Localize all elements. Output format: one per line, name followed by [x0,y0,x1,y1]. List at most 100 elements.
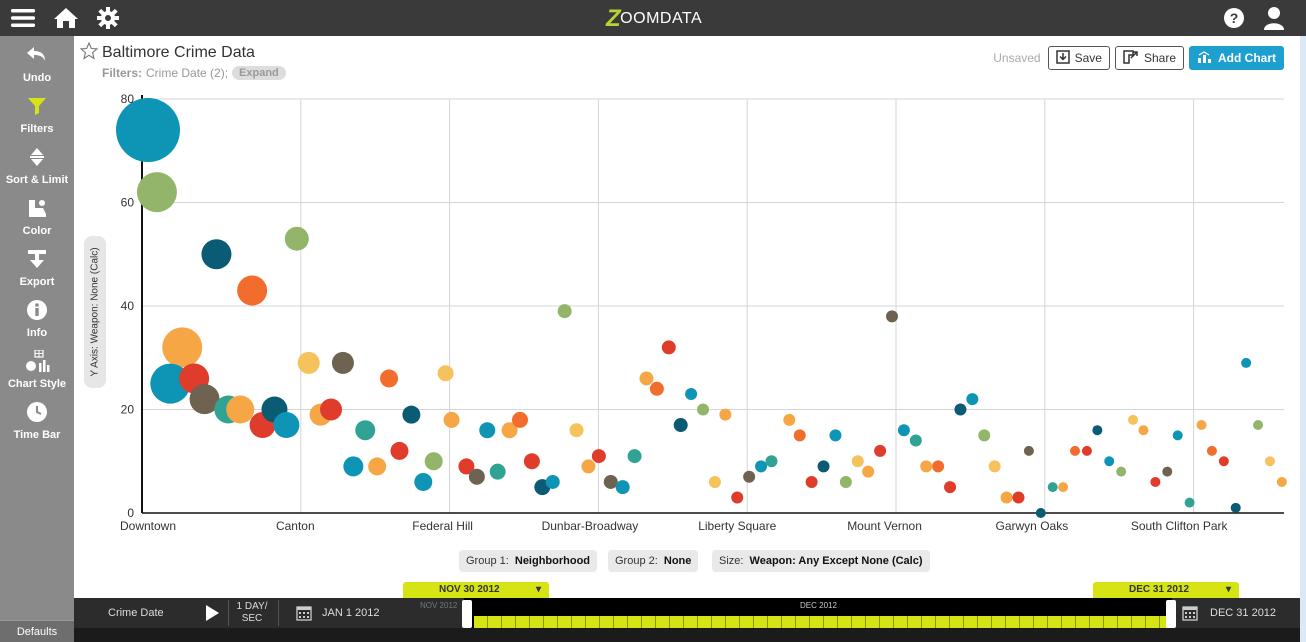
play-icon[interactable] [204,604,220,627]
data-bubble[interactable] [343,456,364,477]
expand-button[interactable]: Expand [232,66,286,80]
data-bubble[interactable] [1138,425,1149,436]
data-bubble[interactable] [489,463,506,480]
data-bubble[interactable] [874,444,887,457]
home-icon[interactable] [53,4,79,32]
data-bubble[interactable] [627,449,642,464]
time-range-end[interactable]: DEC 31 2012 [1210,607,1277,619]
sidebar-item-export[interactable]: Export [0,248,74,288]
data-bubble[interactable] [414,472,433,491]
sidebar-item-info[interactable]: Info [0,299,74,339]
data-bubble[interactable] [1150,476,1161,487]
data-bubble[interactable] [765,455,778,468]
data-bubble[interactable] [1196,420,1207,431]
sidebar-item-filters[interactable]: Filters [0,95,74,135]
data-bubble[interactable] [545,474,560,489]
data-bubble[interactable] [331,351,354,374]
data-bubble[interactable] [1264,456,1275,467]
data-bubble[interactable] [978,429,991,442]
data-bubble[interactable] [1128,414,1139,425]
data-bubble[interactable] [661,340,676,355]
data-bubble[interactable] [226,395,255,424]
data-bubble[interactable] [805,475,818,488]
time-field-label[interactable]: Crime Date [108,607,164,619]
data-bubble[interactable] [380,369,399,388]
data-bubble[interactable] [402,405,421,424]
data-bubble[interactable] [719,408,732,421]
data-bubble[interactable] [1253,420,1264,431]
data-bubble[interactable] [909,434,922,447]
data-bubble[interactable] [1070,445,1081,456]
data-bubble[interactable] [443,411,460,428]
data-bubble[interactable] [886,310,898,323]
add-chart-button[interactable]: Add Chart [1189,46,1284,70]
sidebar-item-chart-style[interactable]: Chart Style [0,349,74,390]
data-bubble[interactable] [297,351,320,374]
group2-pill[interactable]: Group 2: None [608,550,699,572]
data-bubble[interactable] [523,453,540,470]
data-bubble[interactable] [320,398,343,421]
data-bubble[interactable] [1218,456,1229,467]
data-bubble[interactable] [897,424,910,437]
data-bubble[interactable] [1104,456,1115,467]
star-icon[interactable] [79,41,99,65]
time-start-handle[interactable] [462,600,472,628]
sidebar-item-sort-limit[interactable]: Sort & Limit [0,146,74,186]
data-bubble[interactable] [501,422,518,439]
data-bubble[interactable] [988,460,1001,473]
sidebar-item-time-bar[interactable]: Time Bar [0,401,74,441]
save-button[interactable]: Save [1047,46,1110,70]
data-bubble[interactable] [1184,497,1195,508]
data-bubble[interactable] [1035,508,1046,518]
data-bubble[interactable] [458,458,475,475]
data-bubble[interactable] [591,449,606,464]
data-bubble[interactable] [755,460,768,473]
data-bubble[interactable] [1241,357,1252,368]
data-bubble[interactable] [437,365,454,382]
data-bubble[interactable] [1012,491,1025,504]
gear-icon[interactable] [96,4,120,32]
data-bubble[interactable] [479,422,496,439]
data-bubble[interactable] [1081,445,1092,456]
data-bubble[interactable] [468,468,485,485]
data-bubble[interactable] [615,480,630,495]
data-bubble[interactable] [944,481,957,494]
data-bubble[interactable] [743,470,756,483]
data-bubble[interactable] [966,393,979,406]
data-bubble[interactable] [189,384,220,415]
data-bubble[interactable] [581,459,596,474]
help-icon[interactable]: ? [1222,4,1246,32]
data-bubble[interactable] [603,474,618,489]
data-bubble[interactable] [1116,466,1127,477]
calendar-icon[interactable] [1182,605,1198,626]
time-selected-range[interactable] [474,616,1170,628]
data-bubble[interactable] [116,98,180,163]
data-bubble[interactable] [862,465,875,478]
data-bubble[interactable] [201,239,232,270]
data-bubble[interactable] [237,275,268,306]
data-bubble[interactable] [1162,466,1173,477]
calendar-icon[interactable] [296,605,312,626]
data-bubble[interactable] [1047,482,1058,493]
data-bubble[interactable] [1206,445,1217,456]
data-bubble[interactable] [783,413,796,426]
data-bubble[interactable] [1000,491,1013,504]
data-bubble[interactable] [1023,445,1034,456]
data-bubble[interactable] [1276,476,1287,487]
data-bubble[interactable] [793,429,806,442]
data-bubble[interactable] [355,420,376,441]
data-bubble[interactable] [932,460,945,473]
data-bubble[interactable] [673,418,688,433]
data-bubble[interactable] [557,304,572,319]
data-bubble[interactable] [1230,502,1241,513]
y-axis-pill[interactable]: Y Axis: Weapon: None (Calc) [84,236,106,388]
data-bubble[interactable] [639,371,654,386]
data-bubble[interactable] [829,429,842,442]
data-bubble[interactable] [1058,482,1069,493]
menu-icon[interactable] [10,4,36,32]
data-bubble[interactable] [424,452,443,471]
data-bubble[interactable] [569,423,584,438]
data-bubble[interactable] [273,412,300,439]
data-bubble[interactable] [685,387,698,400]
user-icon[interactable] [1262,4,1286,32]
